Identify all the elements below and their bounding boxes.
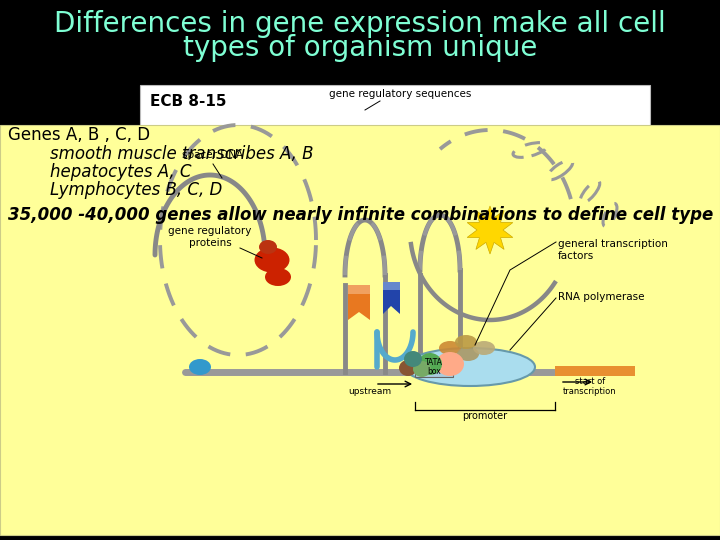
Polygon shape xyxy=(383,282,400,290)
Text: smooth muscle transcribes A, B: smooth muscle transcribes A, B xyxy=(8,145,313,163)
Polygon shape xyxy=(348,285,370,320)
Text: hepatocytes A, C: hepatocytes A, C xyxy=(8,163,192,181)
Ellipse shape xyxy=(473,341,495,355)
Text: Differences in gene expression make all cell: Differences in gene expression make all … xyxy=(54,10,666,38)
Text: spacer DNA: spacer DNA xyxy=(182,150,243,160)
Bar xyxy=(0,125,720,535)
Ellipse shape xyxy=(455,335,477,349)
Text: gene regulatory sequences: gene regulatory sequences xyxy=(329,89,471,99)
Polygon shape xyxy=(348,285,370,294)
Text: types of organism unique: types of organism unique xyxy=(183,34,537,62)
Ellipse shape xyxy=(405,348,535,386)
Ellipse shape xyxy=(457,347,479,361)
Ellipse shape xyxy=(265,268,291,286)
Text: Genes A, B , C, D: Genes A, B , C, D xyxy=(8,126,150,144)
Text: promoter: promoter xyxy=(462,411,508,421)
Bar xyxy=(555,366,635,376)
Text: TATA
box: TATA box xyxy=(425,357,443,376)
Text: general transcription
factors: general transcription factors xyxy=(558,239,668,261)
Text: start of
transcription: start of transcription xyxy=(563,376,617,396)
Ellipse shape xyxy=(404,351,422,367)
Text: gene regulatory
proteins: gene regulatory proteins xyxy=(168,226,252,248)
Ellipse shape xyxy=(399,360,417,376)
Bar xyxy=(140,85,650,460)
Text: ECB 8-15: ECB 8-15 xyxy=(150,93,227,109)
Text: Lymphocytes B, C, D: Lymphocytes B, C, D xyxy=(8,181,222,199)
Text: RNA polymerase: RNA polymerase xyxy=(558,292,644,302)
Text: 35,000 -40,000 genes allow nearly infinite combinations to define cell type: 35,000 -40,000 genes allow nearly infini… xyxy=(8,206,714,224)
Bar xyxy=(415,357,453,377)
Ellipse shape xyxy=(439,341,461,355)
Ellipse shape xyxy=(413,361,431,377)
Polygon shape xyxy=(467,206,513,254)
Ellipse shape xyxy=(259,240,277,254)
Text: upstream: upstream xyxy=(348,387,392,396)
Polygon shape xyxy=(383,282,400,314)
Ellipse shape xyxy=(189,359,211,375)
Ellipse shape xyxy=(436,352,464,376)
Ellipse shape xyxy=(418,353,442,375)
Ellipse shape xyxy=(254,247,289,273)
